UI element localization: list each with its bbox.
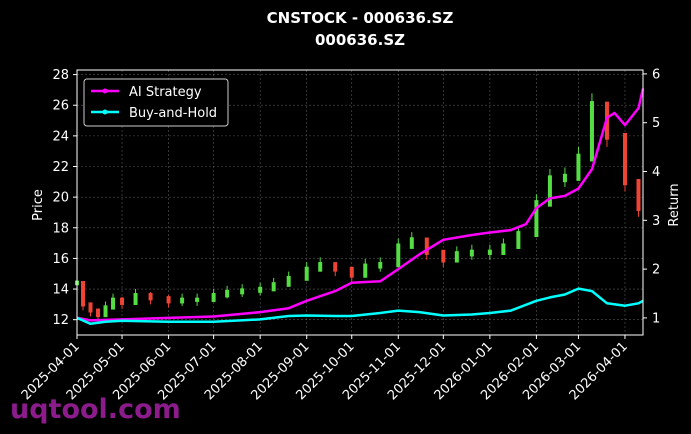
chart-title: CNSTOCK - 000636.SZ bbox=[267, 9, 454, 27]
price-candle-body bbox=[225, 289, 230, 298]
price-candle-body bbox=[318, 262, 323, 272]
price-candle-body bbox=[409, 237, 414, 249]
price-candle-body bbox=[454, 251, 459, 263]
price-candle-body bbox=[133, 292, 138, 306]
price-candle-body bbox=[636, 178, 641, 211]
legend-marker-ai-strategy bbox=[102, 88, 108, 94]
legend-box bbox=[83, 78, 229, 127]
price-candles bbox=[75, 93, 641, 321]
legend-label-buy-and-hold: Buy-and-Hold bbox=[129, 106, 217, 121]
price-candle-body bbox=[363, 263, 368, 278]
right-tick-label: 3 bbox=[652, 214, 660, 229]
left-tick-label: 26 bbox=[52, 99, 69, 114]
left-tick-label: 22 bbox=[52, 160, 69, 175]
price-candle-body bbox=[516, 231, 521, 249]
price-candle-body bbox=[103, 305, 108, 318]
strategy-lines bbox=[76, 88, 645, 326]
ai-strategy-line bbox=[76, 88, 645, 322]
price-candle-body bbox=[589, 101, 594, 162]
price-candle-body bbox=[195, 297, 200, 302]
price-candle-body bbox=[576, 153, 581, 181]
right-tick-label: 1 bbox=[652, 311, 660, 326]
left-tick-label: 12 bbox=[52, 313, 69, 328]
price-candle-body bbox=[96, 308, 101, 318]
price-candle-body bbox=[487, 249, 492, 255]
price-candle-body bbox=[622, 132, 627, 186]
price-candle-body bbox=[304, 266, 309, 281]
left-tick-label: 18 bbox=[52, 221, 69, 236]
price-candle-body bbox=[469, 249, 474, 257]
watermark: uqtool.com bbox=[10, 394, 181, 425]
price-candle-body bbox=[211, 292, 216, 302]
price-candle-body bbox=[240, 288, 245, 295]
price-candle-body bbox=[120, 297, 125, 305]
price-candle-body bbox=[441, 249, 446, 263]
price-candle-body bbox=[88, 302, 93, 313]
price-candle-body bbox=[148, 293, 153, 301]
price-candle-body bbox=[424, 237, 429, 255]
price-candle-body bbox=[180, 297, 185, 304]
legend-label-ai-strategy: AI Strategy bbox=[129, 85, 202, 100]
right-tick-label: 4 bbox=[652, 165, 660, 180]
legend: AI Strategy Buy-and-Hold bbox=[83, 78, 229, 127]
price-candle-body bbox=[562, 173, 567, 183]
price-candle-body bbox=[534, 200, 539, 238]
price-candle-body bbox=[396, 243, 401, 268]
right-tick-label: 2 bbox=[652, 263, 660, 278]
price-candle-body bbox=[378, 262, 383, 269]
y-axis-label-left: Price bbox=[31, 189, 46, 221]
legend-marker-buy-and-hold bbox=[102, 109, 108, 115]
price-candle-body bbox=[111, 297, 116, 310]
left-tick-label: 16 bbox=[52, 252, 69, 267]
chart-subtitle: 000636.SZ bbox=[315, 31, 405, 49]
price-candle-body bbox=[166, 296, 171, 304]
price-candle-body bbox=[271, 282, 276, 292]
left-tick-label: 14 bbox=[52, 283, 69, 298]
right-tick-label: 6 bbox=[652, 67, 660, 82]
price-candle-body bbox=[547, 175, 552, 207]
price-candle-body bbox=[286, 275, 291, 287]
plot-frame bbox=[76, 69, 644, 336]
buy-and-hold-line bbox=[76, 287, 644, 326]
price-candle-body bbox=[501, 243, 506, 255]
price-candle-body bbox=[81, 281, 86, 307]
price-candle-body bbox=[349, 266, 354, 278]
right-tick-label: 5 bbox=[652, 116, 660, 131]
price-candle-body bbox=[258, 286, 263, 293]
left-tick-label: 20 bbox=[52, 191, 69, 206]
left-axis: 12 14 16 18 20 22 24 26 28 bbox=[52, 68, 77, 328]
left-tick-label: 24 bbox=[52, 129, 69, 144]
y-axis-label-right: Return bbox=[667, 183, 682, 226]
price-candle-body bbox=[333, 262, 338, 272]
left-tick-label: 28 bbox=[52, 68, 69, 83]
right-axis: 1 2 3 4 5 6 bbox=[643, 67, 660, 326]
